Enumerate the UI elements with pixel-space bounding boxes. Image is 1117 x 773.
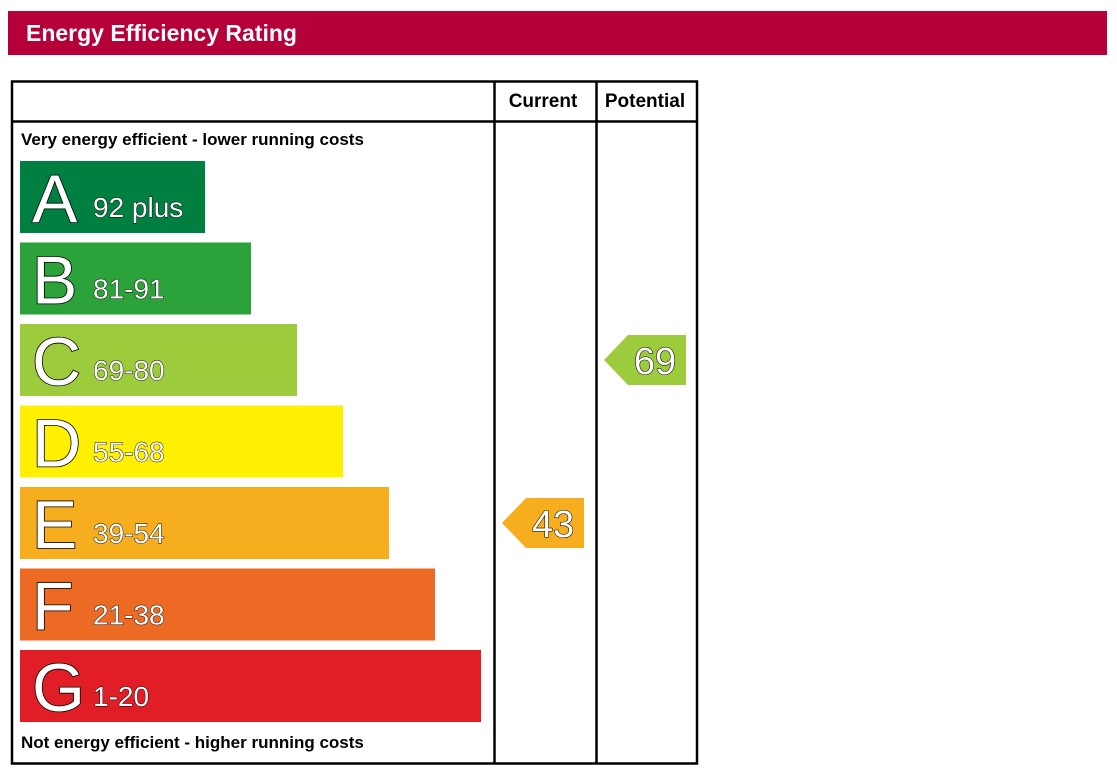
marker-value: 43	[532, 504, 574, 546]
band-b: B 81-91	[20, 242, 251, 319]
band-letter: D	[32, 406, 81, 482]
band-c: C 69-80	[20, 323, 297, 401]
marker-current: 43	[502, 498, 584, 548]
band-bar	[20, 242, 251, 315]
band-letter: F	[32, 569, 74, 645]
bottom-note: Not energy efficient - higher running co…	[21, 733, 364, 752]
band-range: 21-38	[93, 600, 165, 631]
band-letter: E	[32, 487, 77, 563]
rating-markers: 43 69	[502, 335, 686, 548]
band-e: E 39-54	[20, 486, 389, 564]
band-letter: B	[32, 243, 77, 319]
band-bar	[20, 650, 481, 722]
band-f: F 21-38	[20, 568, 435, 645]
header-bar: Energy Efficiency Rating	[8, 11, 1107, 55]
band-letter: G	[32, 650, 85, 726]
band-letter: A	[32, 161, 78, 237]
band-range: 81-91	[93, 274, 165, 305]
band-range: 55-68	[93, 437, 165, 468]
band-range: 69-80	[93, 355, 165, 386]
marker-value: 69	[634, 341, 676, 383]
marker-potential: 69	[604, 335, 686, 385]
band-bar	[20, 487, 389, 559]
column-header-potential: Potential	[605, 91, 685, 112]
chart-frame	[10, 80, 699, 765]
top-note: Very energy efficient - lower running co…	[21, 130, 364, 149]
band-letter: C	[32, 324, 81, 400]
page-title: Energy Efficiency Rating	[26, 20, 297, 46]
band-bar	[20, 568, 435, 641]
band-bar	[20, 405, 343, 478]
marker-arrow	[502, 498, 584, 548]
column-header-current: Current	[509, 91, 578, 112]
band-range: 1-20	[93, 681, 149, 712]
band-a: A 92 plus	[20, 160, 205, 238]
rating-bands: A 92 plus B 81-91 C 69-80 D 55-68 E 39-54 F 21-38 G 1…	[20, 160, 481, 727]
band-g: G 1-20	[20, 649, 481, 727]
band-bar	[20, 324, 297, 396]
band-d: D 55-68	[20, 405, 343, 482]
marker-arrow	[604, 335, 686, 385]
band-bar	[20, 161, 205, 233]
band-range: 39-54	[93, 518, 165, 549]
band-range: 92 plus	[93, 192, 183, 223]
